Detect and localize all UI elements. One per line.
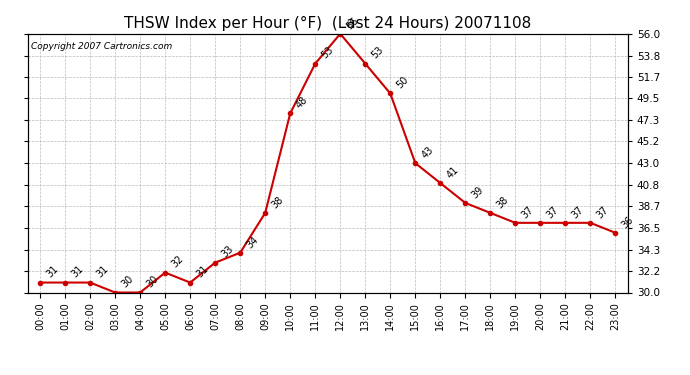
Text: 31: 31 (69, 264, 85, 280)
Text: 41: 41 (444, 165, 460, 180)
Text: 37: 37 (544, 204, 560, 220)
Text: 37: 37 (569, 204, 585, 220)
Text: 37: 37 (595, 204, 611, 220)
Text: 43: 43 (420, 145, 435, 160)
Text: 39: 39 (469, 184, 485, 200)
Text: 50: 50 (395, 75, 411, 91)
Text: 38: 38 (495, 194, 510, 210)
Title: THSW Index per Hour (°F)  (Last 24 Hours) 20071108: THSW Index per Hour (°F) (Last 24 Hours)… (124, 16, 531, 31)
Text: 33: 33 (219, 244, 235, 260)
Text: 53: 53 (369, 45, 385, 61)
Text: 31: 31 (44, 264, 60, 280)
Text: 38: 38 (269, 194, 285, 210)
Text: 53: 53 (319, 45, 335, 61)
Text: 34: 34 (244, 234, 260, 250)
Text: 32: 32 (169, 254, 185, 270)
Text: 30: 30 (144, 274, 160, 290)
Text: 56: 56 (344, 15, 360, 31)
Text: 31: 31 (195, 264, 210, 280)
Text: 36: 36 (620, 214, 635, 230)
Text: Copyright 2007 Cartronics.com: Copyright 2007 Cartronics.com (30, 42, 172, 51)
Text: 37: 37 (520, 204, 535, 220)
Text: 48: 48 (295, 95, 310, 111)
Text: 31: 31 (95, 264, 110, 280)
Text: 30: 30 (119, 274, 135, 290)
